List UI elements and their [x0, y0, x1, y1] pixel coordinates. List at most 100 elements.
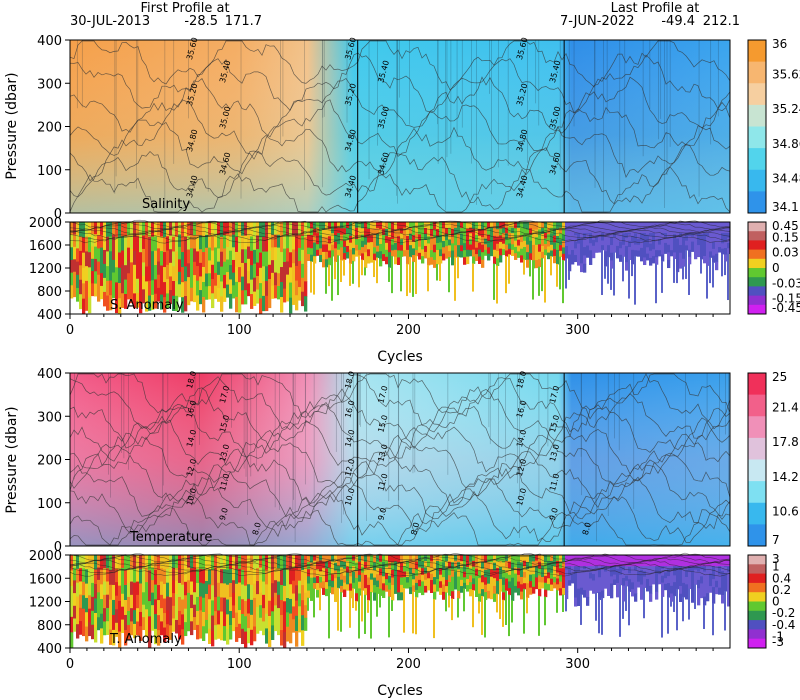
- colorbar-frame: [747, 39, 767, 214]
- colorbar-swatch: [748, 610, 766, 621]
- contour-line: [69, 143, 731, 205]
- salinity-anomaly-panel: S. Anomaly 400 800 1200 1600 2000 0 100 200 300…: [29, 216, 800, 365]
- ytick-label: 400: [37, 367, 62, 382]
- ytick-label: 300: [37, 410, 62, 425]
- temperature-label: Temperature: [129, 530, 212, 545]
- contour-label: 8.0: [251, 521, 263, 536]
- last-profile-label: Last Profile at: [611, 1, 700, 16]
- colorbar-tick-label: 0: [772, 595, 780, 609]
- colorbar-swatch: [748, 638, 766, 649]
- colorbar-swatch: [748, 191, 766, 214]
- contour-line: [69, 507, 731, 546]
- contour-line: [69, 403, 731, 462]
- first-profile-date: 30-JUL-2013: [70, 14, 150, 29]
- colorbar-tick-label: 0: [772, 261, 780, 275]
- first-profile-lat: -28.5: [184, 14, 218, 29]
- contour-label: 16.0: [185, 399, 198, 419]
- contour-line: [69, 448, 731, 509]
- colorbar-swatch: [748, 249, 766, 260]
- xtick-label: 300: [565, 657, 590, 672]
- colorbar-tick-label: 17.8: [772, 435, 799, 449]
- colorbar-tick-label: -0.4: [772, 618, 795, 632]
- contour-label: 15.0: [218, 414, 231, 434]
- contour-label: 13.0: [376, 443, 389, 463]
- colorbar-tick-label: -0.03: [772, 276, 800, 290]
- colorbar-swatch: [748, 394, 766, 417]
- colorbar-swatch: [748, 564, 766, 575]
- last-profile-date: 7-JUN-2022: [560, 14, 635, 29]
- cycles-xlabel-1: Cycles: [377, 349, 423, 365]
- colorbar-swatch: [748, 481, 766, 504]
- contour-label: 13.0: [548, 443, 561, 463]
- cycles-xlabel-3: Cycles: [377, 683, 423, 699]
- colorbar-swatch: [748, 573, 766, 584]
- colorbar-swatch: [748, 231, 766, 241]
- colorbar-swatch: [748, 459, 766, 482]
- colorbar-swatch: [748, 295, 766, 306]
- colorbar-tick-label: 34.86: [772, 137, 800, 151]
- colorbar-tick-label: -3: [772, 635, 784, 649]
- colorbar-swatch: [748, 502, 766, 525]
- colorbar-tick-label: -0.15: [772, 292, 800, 306]
- colorbar-swatch: [748, 83, 766, 106]
- colorbar-swatch: [748, 240, 766, 251]
- colorbar-swatch: [748, 629, 766, 640]
- contour-label: 12.0: [185, 458, 198, 478]
- ytick-label: 1600: [29, 239, 62, 254]
- temperature-anomaly-label: T. Anomaly: [109, 632, 182, 647]
- header: First Profile at 30-JUL-2013 -28.5 171.7…: [70, 1, 740, 29]
- contour-line: [69, 387, 731, 451]
- contour-label: 15.0: [376, 414, 389, 434]
- temperature-ylabel: Pressure (dbar): [4, 406, 20, 513]
- contour-line: [69, 40, 731, 91]
- ytick-label: 100: [37, 164, 62, 179]
- xtick-label: 100: [227, 323, 252, 338]
- colorbar-tick-label: 21.4: [772, 401, 799, 415]
- contour-label: 16.0: [343, 399, 356, 419]
- ytick-label: 200: [37, 121, 62, 136]
- colorbar-swatch: [748, 601, 766, 612]
- contour-label: 9.0: [376, 507, 388, 522]
- ytick-label: 2000: [29, 549, 62, 564]
- xtick-label: 0: [66, 657, 74, 672]
- last-profile-lon: 212.1: [703, 14, 740, 29]
- colorbar-swatch: [748, 169, 766, 192]
- contour-line: [69, 166, 731, 213]
- colorbar-swatch: [748, 268, 766, 278]
- colorbar-tick-label: 36: [772, 37, 787, 51]
- ytick-label: 200: [37, 454, 62, 469]
- contour-line: [69, 122, 731, 182]
- colorbar-swatch: [748, 40, 766, 63]
- colorbar-tick-label: 0.2: [772, 583, 791, 597]
- colorbar-tick-label: 10.6: [772, 504, 799, 518]
- salinity-ylabel: Pressure (dbar): [4, 72, 20, 179]
- xtick-label: 300: [565, 323, 590, 338]
- contour-label: 8.0: [409, 521, 421, 536]
- colorbar-tick-label: 34.1: [772, 200, 799, 214]
- ytick-label: 2000: [29, 216, 62, 231]
- ytick-label: 0: [54, 540, 62, 555]
- contour-line: [69, 489, 731, 546]
- temperature-panel: 18.0 18.0 18.0 17.0 17.0 17.0 16.0 16.0 16.0 15.0…: [4, 367, 799, 555]
- salinity-label: Salinity: [142, 197, 190, 212]
- contour-label: 8.0: [581, 521, 593, 536]
- ytick-label: 400: [37, 34, 62, 49]
- colorbar-tick-label: 14.2: [772, 470, 799, 484]
- colorbar-swatch: [748, 582, 766, 593]
- colorbar-swatch: [748, 222, 766, 232]
- contour-label: 11.0: [376, 473, 389, 493]
- ytick-label: 1200: [29, 262, 62, 277]
- ytick-label: 300: [37, 77, 62, 92]
- contour-line: [69, 417, 731, 475]
- colorbar-tick-label: 35.62: [772, 68, 800, 82]
- ytick-label: 400: [37, 308, 62, 323]
- ytick-label: 800: [37, 619, 62, 634]
- contour-label: 14.0: [185, 429, 198, 449]
- colorbar-frame: [747, 221, 767, 315]
- colorbar-swatch: [748, 437, 766, 460]
- colorbar-tick-label: 35.24: [772, 102, 800, 116]
- colorbar-tick-label: 34.48: [772, 171, 800, 185]
- last-profile-lat: -49.4: [661, 14, 695, 29]
- xtick-label: 200: [396, 657, 421, 672]
